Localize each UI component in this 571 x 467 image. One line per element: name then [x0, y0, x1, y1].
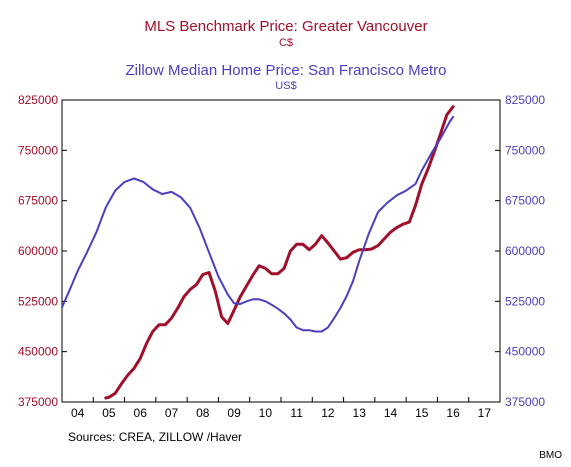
left-axis-tick-label: 450000: [18, 345, 58, 359]
left-axis-tick-label: 600000: [18, 244, 58, 258]
chart-title-vancouver-currency: C$: [279, 37, 293, 49]
x-axis-tick-label: 10: [259, 406, 273, 420]
source-note: Sources: CREA, ZILLOW /Haver: [68, 430, 242, 444]
left-axis-tick-label: 825000: [18, 93, 58, 107]
left-axis-tick-label: 750000: [18, 143, 58, 157]
right-axis-tick-label: 450000: [505, 345, 545, 359]
x-axis-tick-label: 09: [227, 406, 241, 420]
left-axis-tick-label: 525000: [18, 294, 58, 308]
left-axis-tick-label: 675000: [18, 194, 58, 208]
chart-title-sanfrancisco: Zillow Median Home Price: San Francisco …: [126, 62, 447, 79]
x-axis-tick-label: 06: [134, 406, 148, 420]
x-axis-tick-label: 04: [71, 406, 85, 420]
x-axis-tick-label: 17: [478, 406, 492, 420]
chart-titles: MLS Benchmark Price: Greater Vancouver C…: [126, 18, 447, 92]
series-line-sanfrancisco: [61, 115, 455, 333]
x-axis-tick-label: 08: [196, 406, 210, 420]
chart-title-vancouver: MLS Benchmark Price: Greater Vancouver: [144, 18, 427, 35]
right-axis-tick-label: 675000: [505, 194, 545, 208]
left-axis-tick-label: 375000: [18, 395, 58, 409]
x-axis-tick-label: 13: [353, 406, 367, 420]
right-axis: 375000 450000 525000 600000 675000 750000 8250…: [495, 93, 545, 409]
x-axis-tick-label: 05: [102, 406, 116, 420]
series-line-vancouver: [104, 105, 455, 400]
right-axis-tick-label: 750000: [505, 143, 545, 157]
plot-area-frame: [61, 99, 501, 403]
left-axis: 375000 450000 525000 600000 675000 750000 8250…: [18, 93, 67, 409]
chart-title-sanfrancisco-currency: US$: [275, 80, 296, 92]
x-axis-tick-label: 16: [446, 406, 460, 420]
x-axis-tick-label: 07: [165, 406, 179, 420]
right-axis-tick-label: 825000: [505, 93, 545, 107]
series-layer: [61, 105, 455, 400]
right-axis-tick-label: 600000: [505, 244, 545, 258]
credit-label: BMO: [539, 450, 562, 461]
x-axis: 04 05 06 07 08 09 10 11 12 13 14 15 16 17: [71, 397, 491, 420]
x-axis-tick-label: 11: [290, 406, 303, 420]
right-axis-tick-label: 375000: [505, 395, 545, 409]
x-axis-tick-label: 14: [384, 406, 398, 420]
right-axis-tick-label: 525000: [505, 294, 545, 308]
x-axis-tick-label: 15: [415, 406, 429, 420]
x-axis-tick-label: 12: [321, 406, 335, 420]
